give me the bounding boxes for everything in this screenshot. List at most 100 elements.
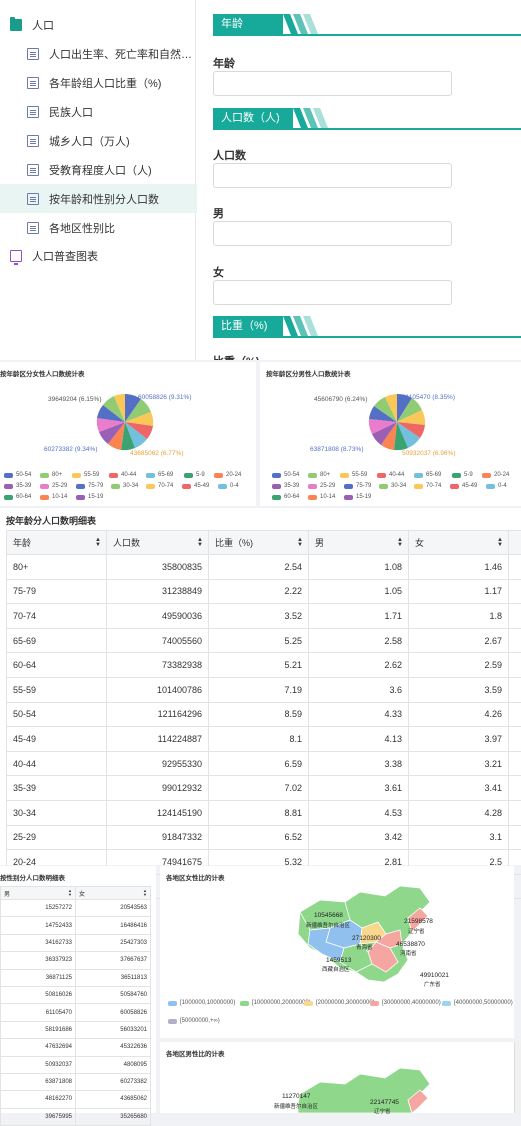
legend-item[interactable]: 80+ <box>308 472 330 478</box>
legend-item[interactable]: 20-24 <box>214 472 241 478</box>
pie-label: 45606790 (6.24%) <box>314 396 368 403</box>
legend-item[interactable]: 0-4 <box>218 483 239 489</box>
legend-item[interactable]: 10-14 <box>308 494 335 500</box>
legend-item[interactable]: 70-74 <box>414 483 441 489</box>
sidebar-item-age-gender[interactable]: 按年龄和性别分人口数 <box>0 184 222 213</box>
column-header-age[interactable]: 年龄▲▼ <box>7 531 107 555</box>
table-cell: 8.81 <box>209 800 309 825</box>
sort-icon[interactable]: ▲▼ <box>397 538 403 548</box>
legend-item[interactable]: 60-64 <box>4 494 31 500</box>
male-input[interactable] <box>213 221 452 246</box>
legend-item[interactable]: 5-9 <box>184 472 205 478</box>
column-header-male[interactable]: 男▲▼ <box>1 887 76 900</box>
column-header-female[interactable]: 女▲▼ <box>76 887 151 900</box>
legend-item[interactable]: 35-39 <box>272 483 299 489</box>
legend-item[interactable]: 15-19 <box>76 494 103 500</box>
sort-icon[interactable]: ▲▼ <box>497 538 503 548</box>
table-cell: 36871125 <box>1 969 76 986</box>
legend-item[interactable]: [40000000,50000000) <box>442 1000 508 1006</box>
legend-item[interactable]: 20-24 <box>482 472 509 478</box>
tree-root-population[interactable]: 人口 <box>0 10 205 39</box>
legend-item[interactable]: 10-14 <box>40 494 67 500</box>
age-input[interactable] <box>213 71 452 96</box>
legend-item[interactable]: 0-4 <box>486 483 507 489</box>
legend-item[interactable]: 60-64 <box>272 494 299 500</box>
legend-item[interactable]: 55-59 <box>340 472 367 478</box>
sidebar-item-regional-sex-ratio[interactable]: 各地区性别比 <box>0 213 222 242</box>
sidebar-item-birth-death-rate[interactable]: 人口出生率、死亡率和自然… <box>0 39 222 68</box>
legend-item[interactable]: [50000000,+∞) <box>168 1018 220 1024</box>
sort-icon[interactable]: ▲▼ <box>95 538 101 548</box>
legend-item[interactable]: 50-54 <box>4 472 31 478</box>
legend-item[interactable]: 30-34 <box>379 483 406 489</box>
sidebar-item-age-group-ratio[interactable]: 各年龄组人口比重（%) <box>0 68 222 97</box>
legend-item[interactable]: 50-54 <box>272 472 299 478</box>
legend-item[interactable]: 75-79 <box>344 483 371 489</box>
legend-item[interactable]: 30-34 <box>111 483 138 489</box>
sort-icon[interactable]: ▲▼ <box>68 889 72 897</box>
legend-item[interactable]: 45-49 <box>182 483 209 489</box>
sort-icon[interactable]: ▲▼ <box>297 538 303 548</box>
column-header-population[interactable]: 人口数▲▼ <box>107 531 209 555</box>
sidebar-item-education[interactable]: 受教育程度人口（人) <box>0 155 222 184</box>
legend-item[interactable]: 5-9 <box>452 472 473 478</box>
sidebar-item-census-charts[interactable]: 人口普查图表 <box>0 241 205 270</box>
legend-item[interactable]: [10000000,20000000) <box>240 1000 310 1006</box>
sidebar-item-urban-rural[interactable]: 城乡人口（万人) <box>0 126 222 155</box>
legend-item[interactable]: 65-69 <box>146 472 173 478</box>
sort-icon[interactable]: ▲▼ <box>143 889 147 897</box>
pie-chart-female[interactable] <box>95 392 155 452</box>
legend-item[interactable]: [1000000,10000000) <box>168 1000 238 1006</box>
legend-item[interactable]: 25-29 <box>40 483 67 489</box>
population-input[interactable] <box>213 163 452 188</box>
pie-chart-male[interactable] <box>367 392 427 452</box>
legend-item[interactable]: 45-49 <box>450 483 477 489</box>
column-header-male[interactable]: 男▲▼ <box>309 531 409 555</box>
sidebar-item-ethnic-population[interactable]: 民族人口 <box>0 97 222 126</box>
legend-item[interactable]: [20000000,30000000) <box>304 1000 372 1006</box>
legend-item[interactable]: 40-44 <box>109 472 136 478</box>
sort-icon[interactable]: ▲▼ <box>197 538 203 548</box>
column-header-ratio[interactable]: 比重（%)▲▼ <box>209 531 309 555</box>
legend-item[interactable]: 15-19 <box>344 494 371 500</box>
legend-item[interactable]: 75-79 <box>76 483 103 489</box>
female-input[interactable] <box>213 280 452 305</box>
legend-item[interactable]: 65-69 <box>414 472 441 478</box>
legend-item[interactable]: [30000000,40000000) <box>370 1000 438 1006</box>
legend-item[interactable]: 40-44 <box>377 472 404 478</box>
legend-item[interactable]: 25-29 <box>308 483 335 489</box>
legend-item[interactable]: 70-74 <box>146 483 173 489</box>
legend-item[interactable]: 80+ <box>40 472 62 478</box>
age-detail-panel: 按年龄分人口数明细表 年龄▲▼ 人口数▲▼ 比重（%)▲▼ 男▲▼ 女▲▼ 80… <box>0 508 521 865</box>
column-header-female[interactable]: 女▲▼ <box>409 531 509 555</box>
legend-item[interactable]: 55-59 <box>72 472 99 478</box>
legend-item[interactable]: 35-39 <box>4 483 31 489</box>
vertical-scrollbar[interactable] <box>514 1042 521 1113</box>
